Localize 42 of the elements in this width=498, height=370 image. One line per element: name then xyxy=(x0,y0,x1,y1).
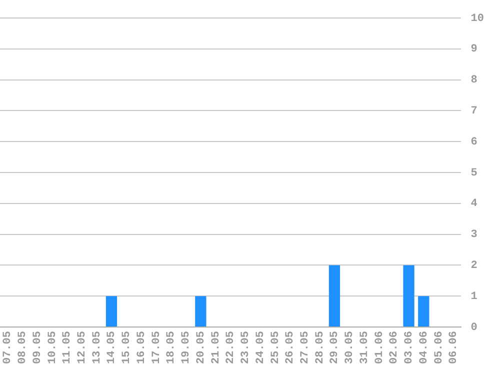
x-tick-label: 22.05 xyxy=(225,330,238,364)
x-tick-label: 16.05 xyxy=(136,330,148,364)
x-tick-label: 15.05 xyxy=(121,330,134,364)
x-tick-label: 07.05 xyxy=(2,330,14,364)
x-tick-label: 12.05 xyxy=(76,330,89,364)
x-tick-label: 31.05 xyxy=(358,330,371,364)
y-tick-label: 10 xyxy=(470,12,484,25)
y-tick-label: 6 xyxy=(470,136,478,148)
x-tick-label: 10.05 xyxy=(46,330,59,364)
x-tick-label: 02.06 xyxy=(388,330,401,364)
x-tick-label: 24.05 xyxy=(254,330,267,364)
y-tick-label: 4 xyxy=(470,198,478,210)
x-tick-label: 21.05 xyxy=(210,330,222,364)
y-tick-label: 7 xyxy=(470,105,478,118)
x-tick-label: 26.05 xyxy=(284,330,297,364)
y-tick-label: 8 xyxy=(470,74,478,87)
x-tick-label: 29.05 xyxy=(329,330,342,364)
x-tick-label: 25.05 xyxy=(270,330,282,364)
x-tick-label: 06.06 xyxy=(448,330,460,364)
y-tick-label: 2 xyxy=(470,260,478,272)
y-tick-label: 0 xyxy=(470,322,478,334)
x-tick-label: 11.05 xyxy=(62,330,74,364)
y-tick-label: 1 xyxy=(470,290,478,303)
y-tick-label: 9 xyxy=(470,44,478,56)
x-tick-label: 01.06 xyxy=(374,330,386,364)
x-tick-label: 17.05 xyxy=(150,330,163,364)
x-tick-label: 23.05 xyxy=(240,330,252,364)
x-tick-label: 05.06 xyxy=(433,330,446,364)
y-tick-label: 3 xyxy=(470,229,478,242)
x-tick-label: 14.05 xyxy=(106,330,118,364)
x-tick-label: 28.05 xyxy=(314,330,326,364)
x-tick-label: 09.05 xyxy=(32,330,44,364)
x-tick-label: 19.05 xyxy=(180,330,193,364)
x-tick-label: 08.05 xyxy=(17,330,30,364)
x-tick-label: 18.05 xyxy=(166,330,178,364)
x-tick-label: 30.05 xyxy=(344,330,356,364)
x-tick-label: 03.06 xyxy=(404,330,416,364)
x-tick-label: 13.05 xyxy=(91,330,104,364)
x-tick-label: 27.05 xyxy=(299,330,312,364)
x-tick-label: 20.05 xyxy=(195,330,208,364)
x-tick-label: 04.06 xyxy=(418,330,430,364)
y-tick-label: 5 xyxy=(470,167,478,180)
